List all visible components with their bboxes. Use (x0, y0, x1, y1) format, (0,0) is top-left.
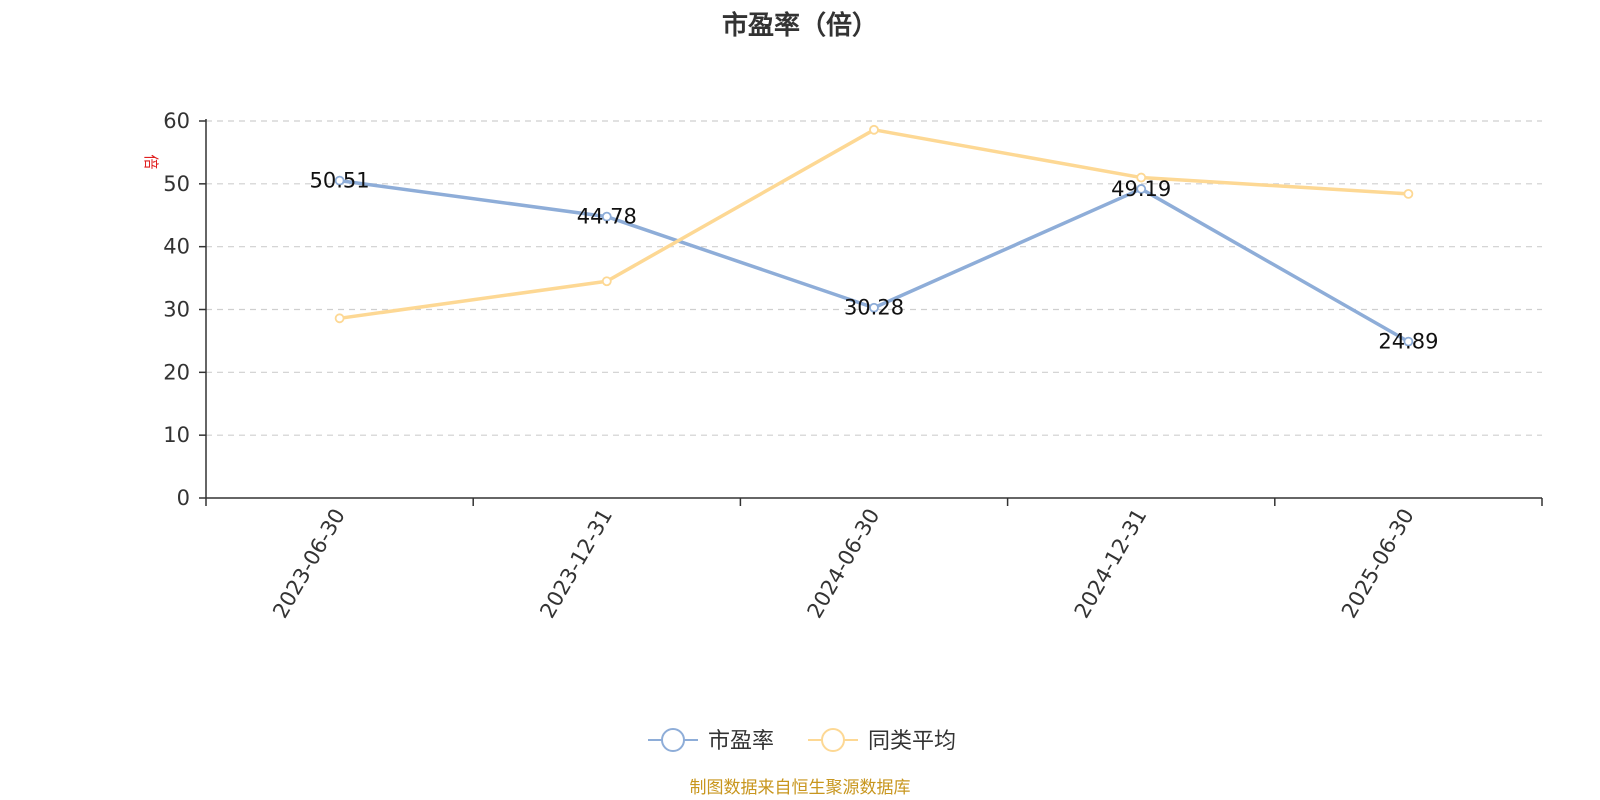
y-tick-label: 40 (163, 235, 190, 259)
legend-label: 市盈率 (708, 729, 774, 754)
grid-lines (206, 120, 1542, 436)
y-tick-label: 30 (163, 298, 190, 322)
data-point[interactable] (601, 276, 612, 287)
data-label: 50.51 (310, 169, 370, 193)
y-tick-label: 0 (177, 486, 190, 510)
data-point[interactable] (1403, 188, 1414, 199)
y-tick-label: 20 (163, 360, 190, 384)
data-point[interactable] (1136, 184, 1147, 194)
data-point[interactable] (1403, 336, 1414, 347)
source-note: 制图数据来自恒生聚源数据库 (690, 778, 911, 798)
y-tick-label: 50 (163, 172, 190, 196)
y-tick-label: 10 (163, 423, 190, 447)
data-labels: 50.51 44.78 30.28 49.19 24.89 (310, 169, 1439, 354)
legend-item-1[interactable]: 同类平均 (808, 728, 956, 754)
chart-title: 市盈率（倍） (722, 10, 878, 41)
x-tick-label: 2023-06-30 (268, 505, 350, 623)
data-label: 30.28 (844, 296, 904, 320)
legend-marker (821, 728, 845, 752)
data-label: 44.78 (577, 205, 637, 229)
data-point[interactable] (334, 175, 345, 186)
series-lines (334, 124, 1414, 347)
y-tick-label: 60 (163, 109, 190, 133)
series-line-1 (339, 128, 1409, 321)
legend[interactable]: 市盈率 同类平均 (648, 728, 956, 754)
data-point[interactable] (869, 302, 879, 313)
data-label: 24.89 (1378, 330, 1438, 354)
data-point[interactable] (334, 313, 345, 324)
data-point[interactable] (1136, 172, 1147, 183)
data-label: 49.19 (1111, 177, 1171, 201)
x-tick-label: 2024-06-30 (803, 505, 885, 623)
data-point[interactable] (601, 211, 612, 222)
x-tick-label: 2025-06-30 (1337, 505, 1419, 623)
x-tick-label: 2023-12-31 (535, 505, 617, 623)
data-point[interactable] (869, 124, 879, 135)
x-tick-label: 2024-12-31 (1070, 505, 1152, 623)
legend-marker (661, 728, 685, 752)
legend-item-0[interactable]: 市盈率 (648, 728, 774, 754)
legend-label: 同类平均 (868, 729, 956, 754)
y-axis-unit-label: 倍 (142, 154, 160, 169)
